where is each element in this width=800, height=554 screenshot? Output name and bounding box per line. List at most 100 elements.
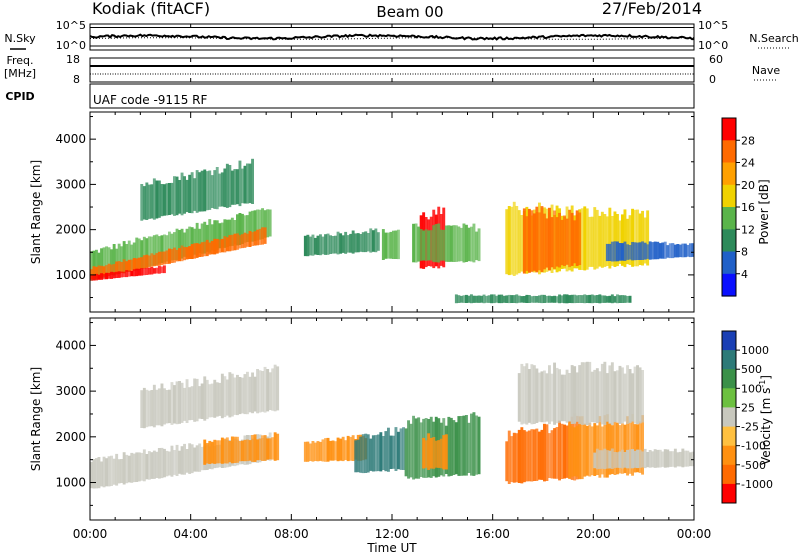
power-echo-feature bbox=[381, 229, 400, 260]
velocity-echo-feature bbox=[422, 433, 448, 470]
power-echo-feature bbox=[454, 294, 632, 304]
velocity-colorbar-label: 500 bbox=[741, 363, 762, 376]
power-echo-feature bbox=[90, 208, 272, 281]
power-colorbar-label: 4 bbox=[741, 268, 748, 281]
nave-tick-bottom: 0 bbox=[709, 73, 716, 86]
freq-tick-top: 18 bbox=[66, 53, 80, 66]
time-x-axis: 00:00 04:00 08:00 12:00 16:00 20:00 00:00 bbox=[73, 24, 712, 541]
freq-tick-bottom: 8 bbox=[73, 73, 80, 86]
power-panel: 1000 2000 3000 4000 Slant Range [km] bbox=[29, 111, 695, 313]
nsearch-label: N.Search bbox=[749, 32, 799, 45]
power-colorbar-label: 20 bbox=[741, 179, 755, 192]
velocity-echo-feature bbox=[517, 361, 644, 425]
power-y-axis: 1000 2000 3000 4000 bbox=[55, 116, 694, 299]
velocity-echo-feature bbox=[354, 427, 405, 474]
power-colorbar-swatch bbox=[722, 140, 736, 164]
velocity-y-tick-label: 4000 bbox=[55, 338, 86, 352]
velocity-colorbar-label: -25 bbox=[741, 421, 759, 434]
power-colorbar-label: 24 bbox=[741, 157, 755, 170]
velocity-colorbar: 1000 500 100 25 -25 -100 -500 -1000 bbox=[721, 330, 773, 504]
noise-tick-top-left: 10^5 bbox=[56, 19, 86, 32]
power-colorbar-swatch bbox=[722, 184, 736, 208]
velocity-colorbar-swatch bbox=[722, 388, 736, 408]
power-colorbar-swatch bbox=[722, 207, 736, 230]
power-echo-feature bbox=[140, 158, 254, 221]
power-echo-feature bbox=[605, 241, 695, 262]
nsky-trace bbox=[89, 33, 694, 41]
power-colorbar-swatch bbox=[722, 118, 736, 141]
velocity-colorbar-swatch bbox=[722, 464, 736, 485]
time-tick-label: 04:00 bbox=[173, 527, 208, 541]
freq-label-line1: Freq. bbox=[6, 54, 33, 67]
time-tick-label: 20:00 bbox=[576, 527, 611, 541]
velocity-colorbar-swatch bbox=[722, 426, 736, 447]
time-tick-label: 12:00 bbox=[375, 527, 410, 541]
velocity-echo-feature bbox=[568, 414, 644, 480]
velocity-colorbar-swatch bbox=[722, 445, 736, 466]
beam-label: Beam 00 bbox=[376, 3, 443, 21]
station-title: Kodiak (fitACF) bbox=[92, 0, 210, 18]
power-y-tick-label: 1000 bbox=[55, 268, 86, 282]
time-tick-label: 00:00 bbox=[73, 527, 108, 541]
velocity-echo-feature bbox=[505, 413, 582, 484]
power-y-axis-label: Slant Range [km] bbox=[29, 160, 43, 264]
noise-tick-bottom-left: 10^0 bbox=[56, 39, 86, 52]
power-y-tick-label: 3000 bbox=[55, 177, 86, 191]
noise-tick-bottom-right: 10^0 bbox=[698, 39, 728, 52]
date-label: 27/Feb/2014 bbox=[602, 0, 702, 18]
freq-panel: Freq. [MHz] 18 8 60 0 Nave bbox=[4, 53, 780, 86]
cpid-label: CPID bbox=[5, 90, 34, 103]
power-colorbar-swatch bbox=[722, 251, 736, 275]
velocity-colorbar-label: -1000 bbox=[741, 478, 773, 491]
nave-tick-top: 60 bbox=[709, 53, 723, 66]
velocity-colorbar-title-close: ] bbox=[759, 375, 773, 380]
power-colorbar-label: 28 bbox=[741, 134, 755, 147]
power-echo-feature bbox=[522, 206, 582, 274]
velocity-y-axis-label: Slant Range [km] bbox=[29, 367, 43, 471]
velocity-echo-feature bbox=[203, 432, 280, 465]
cpid-panel: CPID UAF code -9115 RF bbox=[5, 83, 695, 109]
power-colorbar-label: 12 bbox=[741, 223, 755, 236]
power-colorbar-swatch bbox=[722, 229, 736, 253]
velocity-panel: 1000 2000 3000 4000 Slant Range [km] bbox=[29, 317, 695, 521]
time-tick-label: 08:00 bbox=[274, 527, 309, 541]
freq-label-line2: [MHz] bbox=[4, 67, 36, 80]
velocity-colorbar-title: Velocity [m s-1] bbox=[758, 375, 773, 465]
power-y-tick-label: 2000 bbox=[55, 223, 86, 237]
power-colorbar-label: 16 bbox=[741, 201, 755, 214]
power-echo-feature bbox=[90, 227, 267, 280]
power-colorbar: 28 24 20 16 12 8 4 bbox=[721, 117, 755, 297]
velocity-data-layer bbox=[90, 361, 695, 489]
power-colorbar-swatch bbox=[722, 273, 736, 297]
power-colorbar-swatch bbox=[722, 162, 736, 186]
power-colorbar-label: 8 bbox=[741, 246, 748, 259]
velocity-colorbar-label: 1000 bbox=[741, 344, 769, 357]
velocity-y-tick-label: 1000 bbox=[55, 476, 86, 490]
power-echo-feature bbox=[412, 223, 481, 263]
velocity-colorbar-label: -100 bbox=[741, 440, 766, 453]
time-tick-label: 00:00 bbox=[677, 527, 712, 541]
power-colorbar-title: Power [dB] bbox=[757, 179, 771, 244]
power-y-tick-label: 4000 bbox=[55, 132, 86, 146]
nave-label: Nave bbox=[752, 64, 780, 77]
noise-tick-top-right: 10^5 bbox=[698, 19, 728, 32]
power-echo-feature bbox=[303, 228, 380, 257]
velocity-y-tick-label: 3000 bbox=[55, 384, 86, 398]
velocity-colorbar-swatch bbox=[722, 331, 736, 351]
velocity-echo-feature bbox=[593, 448, 695, 470]
velocity-colorbar-swatch bbox=[722, 483, 736, 504]
velocity-colorbar-swatch bbox=[722, 369, 736, 389]
velocity-colorbar-label: 25 bbox=[741, 401, 755, 414]
power-echo-feature bbox=[90, 265, 166, 281]
power-data-layer bbox=[90, 158, 695, 304]
velocity-colorbar-title-exponent: -1 bbox=[758, 380, 767, 388]
velocity-colorbar-label: 100 bbox=[741, 382, 762, 395]
velocity-y-axis: 1000 2000 3000 4000 bbox=[55, 322, 694, 506]
velocity-colorbar-swatch bbox=[722, 407, 736, 427]
velocity-echo-feature bbox=[140, 364, 280, 429]
velocity-colorbar-swatch bbox=[722, 350, 736, 370]
nsky-label: N.Sky bbox=[4, 32, 36, 45]
cpid-text: UAF code -9115 RF bbox=[93, 93, 207, 107]
